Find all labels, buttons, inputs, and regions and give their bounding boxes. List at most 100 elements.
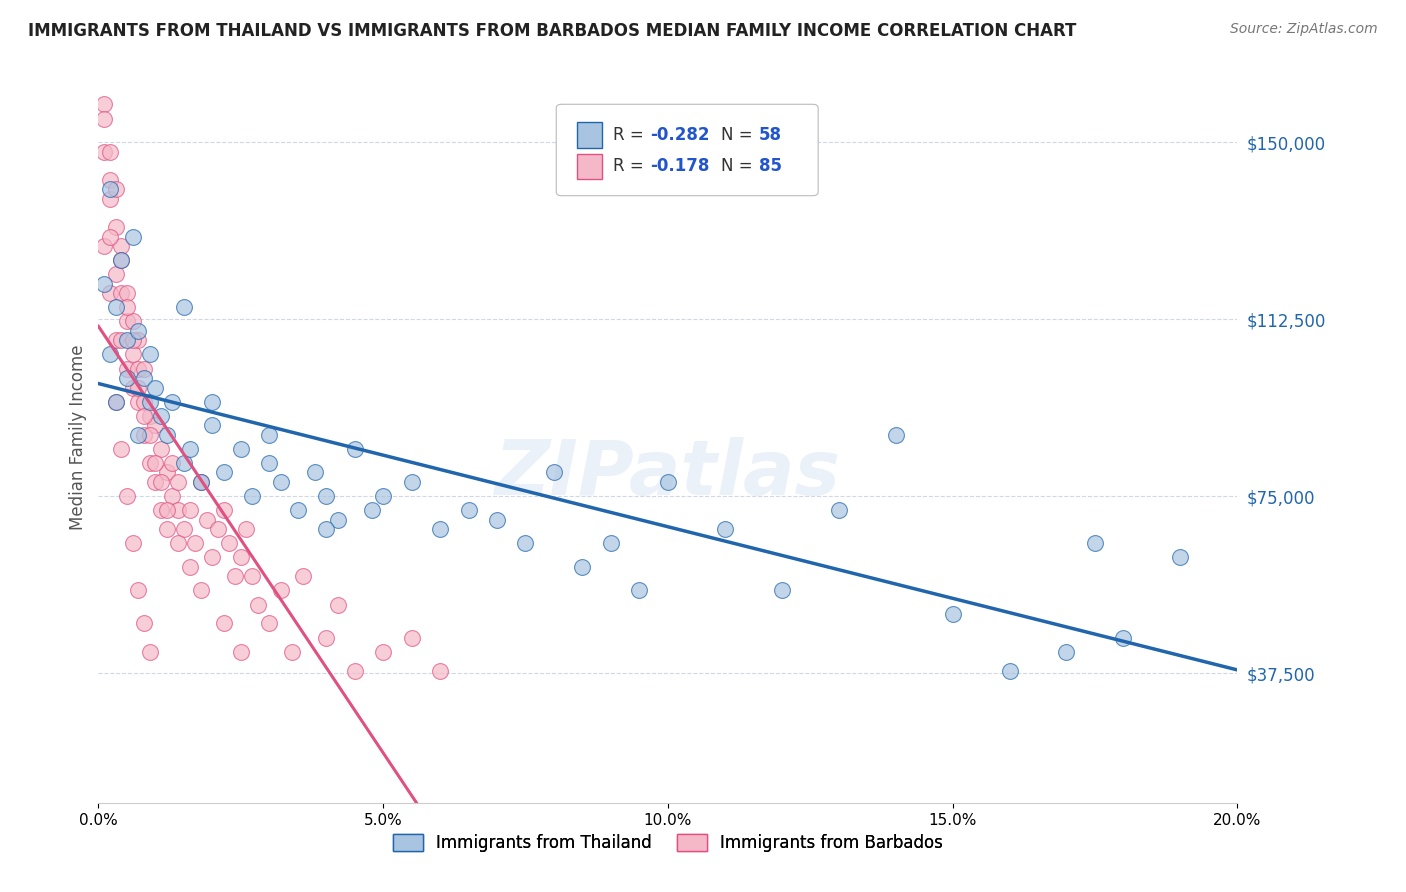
Point: [150, 475, 173, 489]
Point: [201, 550, 224, 565]
Point: [138, 427, 160, 442]
Point: [162, 456, 184, 470]
Point: [104, 182, 127, 196]
Text: -0.178: -0.178: [650, 158, 709, 176]
FancyBboxPatch shape: [576, 153, 602, 179]
Point: [104, 301, 127, 315]
Point: [173, 522, 195, 536]
Point: [884, 427, 907, 442]
Point: [229, 442, 252, 456]
Point: [326, 513, 349, 527]
FancyBboxPatch shape: [576, 122, 602, 148]
Point: [93, 112, 115, 126]
Point: [150, 442, 173, 456]
Point: [292, 569, 315, 583]
Point: [190, 583, 212, 598]
Point: [104, 334, 127, 348]
Point: [115, 334, 138, 348]
Point: [179, 503, 201, 517]
Point: [115, 489, 138, 503]
Point: [93, 97, 115, 112]
Point: [138, 409, 160, 423]
Point: [156, 466, 179, 480]
Point: [115, 286, 138, 301]
Point: [315, 522, 337, 536]
Point: [156, 427, 179, 442]
Point: [162, 489, 184, 503]
Legend: Immigrants from Thailand, Immigrants from Barbados: Immigrants from Thailand, Immigrants fro…: [384, 825, 952, 860]
Point: [212, 466, 235, 480]
Point: [167, 475, 190, 489]
Point: [110, 239, 132, 253]
Point: [281, 645, 304, 659]
Point: [201, 394, 224, 409]
Point: [121, 347, 143, 361]
Point: [343, 442, 366, 456]
Point: [127, 427, 149, 442]
Point: [115, 371, 138, 385]
Point: [104, 394, 127, 409]
Point: [401, 475, 423, 489]
Point: [121, 380, 143, 394]
Point: [127, 394, 149, 409]
Point: [145, 380, 167, 394]
Y-axis label: Median Family Income: Median Family Income: [69, 344, 87, 530]
Point: [179, 559, 201, 574]
Point: [259, 427, 281, 442]
Point: [212, 503, 235, 517]
Point: [201, 418, 224, 433]
Point: [315, 631, 337, 645]
Point: [138, 347, 160, 361]
Point: [229, 550, 252, 565]
Point: [259, 456, 281, 470]
Point: [1170, 550, 1192, 565]
Point: [240, 489, 263, 503]
Point: [224, 569, 246, 583]
Point: [1084, 536, 1107, 550]
Text: 58: 58: [759, 126, 782, 144]
Text: Source: ZipAtlas.com: Source: ZipAtlas.com: [1230, 22, 1378, 37]
Text: ZIPatlas: ZIPatlas: [495, 437, 841, 510]
Point: [138, 394, 160, 409]
Point: [104, 267, 127, 281]
Point: [571, 559, 593, 574]
Point: [138, 645, 160, 659]
Point: [828, 503, 851, 517]
Point: [486, 513, 509, 527]
Text: IMMIGRANTS FROM THAILAND VS IMMIGRANTS FROM BARBADOS MEDIAN FAMILY INCOME CORREL: IMMIGRANTS FROM THAILAND VS IMMIGRANTS F…: [28, 22, 1077, 40]
Point: [942, 607, 965, 621]
Point: [150, 409, 173, 423]
Point: [150, 503, 173, 517]
Point: [115, 301, 138, 315]
Text: R =: R =: [613, 126, 650, 144]
Point: [98, 347, 121, 361]
Point: [770, 583, 793, 598]
Point: [98, 145, 121, 159]
Point: [315, 489, 337, 503]
Point: [156, 503, 179, 517]
Point: [270, 475, 292, 489]
Point: [110, 253, 132, 268]
Point: [93, 239, 115, 253]
Point: [138, 456, 160, 470]
Point: [373, 489, 395, 503]
Point: [173, 301, 195, 315]
Point: [401, 631, 423, 645]
Point: [287, 503, 309, 517]
Point: [229, 645, 252, 659]
Point: [127, 380, 149, 394]
Point: [167, 503, 190, 517]
Point: [235, 522, 257, 536]
Point: [98, 192, 121, 206]
Point: [110, 442, 132, 456]
Point: [167, 536, 190, 550]
Point: [132, 409, 155, 423]
Point: [1056, 645, 1078, 659]
Text: N =: N =: [721, 126, 758, 144]
Point: [212, 616, 235, 631]
Point: [190, 475, 212, 489]
Point: [360, 503, 382, 517]
Point: [127, 583, 149, 598]
Point: [110, 253, 132, 268]
Point: [195, 513, 218, 527]
